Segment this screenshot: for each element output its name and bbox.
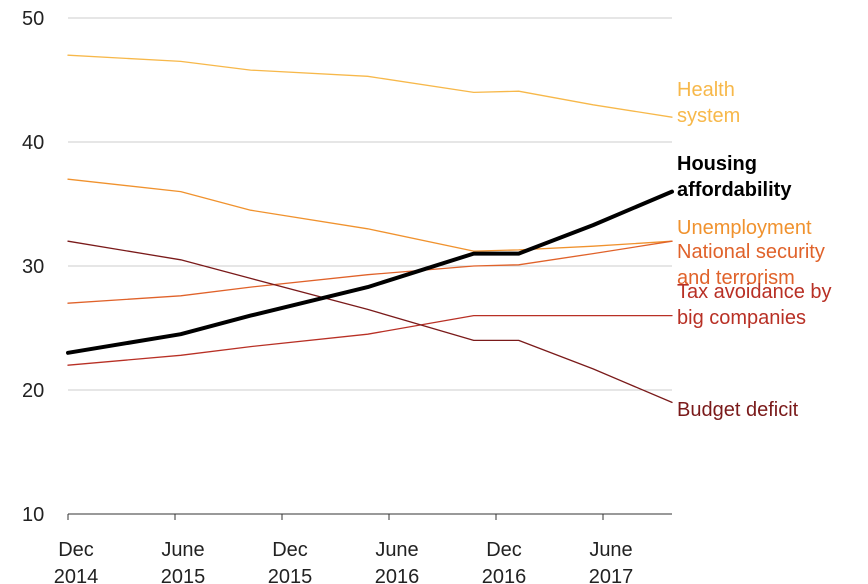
- series-line-national-security-and-terrorism: [67, 240, 673, 304]
- series-label-line: affordability: [677, 179, 792, 201]
- series-label-line: National security: [677, 241, 825, 263]
- series-labels: Health system Housing affordability Unemploy…: [677, 79, 832, 421]
- series-label-line: Unemployment: [677, 217, 812, 239]
- series-label-tax-avoidance-by-big-companies: Tax avoidance by big companies: [677, 281, 832, 329]
- x-tick-label: Dec 2016: [482, 539, 527, 584]
- series-label-line: Budget deficit: [677, 399, 799, 421]
- x-tick-label: June 2016: [375, 539, 420, 584]
- x-tick-label-line2: 2015: [268, 566, 313, 584]
- x-tick-label-line2: 2014: [54, 566, 99, 584]
- series-label-line: Health: [677, 79, 735, 101]
- series-lines: [66, 54, 674, 404]
- x-tick-label-line1: Dec: [272, 539, 308, 561]
- x-tick-label: June 2017: [589, 539, 634, 584]
- series-line-budget-deficit: [67, 240, 673, 404]
- x-tick-label: Dec 2014: [54, 539, 99, 584]
- series-line-unemployment: [67, 178, 673, 252]
- series-label-housing-affordability: Housing affordability: [677, 153, 792, 201]
- y-axis-labels: 10 20 30 40 50: [22, 8, 44, 526]
- y-tick-label-30: 30: [22, 256, 44, 278]
- x-tick-label-line2: 2017: [589, 566, 634, 584]
- x-tick-label-line2: 2016: [482, 566, 527, 584]
- series-line-health-system: [67, 54, 673, 118]
- series-label-budget-deficit: Budget deficit: [677, 399, 799, 421]
- series-line-tax-avoidance-by-big-companies: [67, 314, 673, 366]
- y-tick-label-50: 50: [22, 8, 44, 30]
- series-label-line: and terrorism: [677, 267, 795, 289]
- gridlines: [68, 17, 672, 391]
- x-tick-label-line1: Dec: [486, 539, 522, 561]
- series-label-line: big companies: [677, 307, 806, 329]
- y-tick-label-20: 20: [22, 380, 44, 402]
- y-tick-label-10: 10: [22, 504, 44, 526]
- y-tick-label-40: 40: [22, 132, 44, 154]
- x-tick-label-line1: June: [589, 539, 632, 561]
- series-label-line: system: [677, 105, 740, 127]
- x-tick-label-line1: June: [375, 539, 418, 561]
- x-tick-label-line1: Dec: [58, 539, 94, 561]
- series-line-housing-affordability: [66, 189, 674, 355]
- x-tick-label: Dec 2015: [268, 539, 313, 584]
- series-label-line: Housing: [677, 153, 757, 175]
- series-label-unemployment: Unemployment: [677, 217, 812, 239]
- x-tick-label-line2: 2016: [375, 566, 420, 584]
- series-label-health-system: Health system: [677, 79, 740, 127]
- series-label-line: Tax avoidance by: [677, 281, 832, 303]
- series-label-national-security-and-terrorism: National security and terrorism: [677, 241, 825, 289]
- x-tick-label-line2: 2015: [161, 566, 206, 584]
- x-tick-label: June 2015: [161, 539, 206, 584]
- x-tick-label-line1: June: [161, 539, 204, 561]
